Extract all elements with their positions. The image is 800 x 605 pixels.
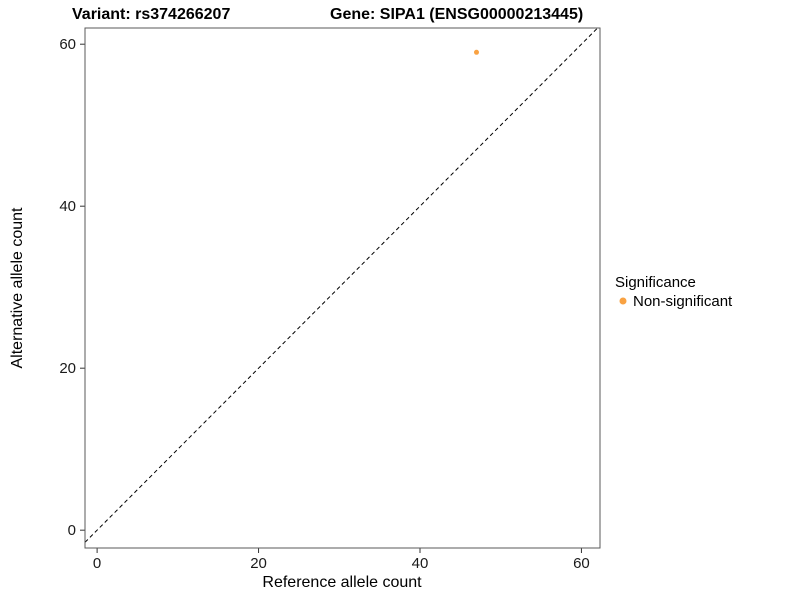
legend: Non-significant bbox=[619, 293, 733, 310]
y-tick-label: 20 bbox=[59, 360, 76, 377]
legend-entry-label: Non-significant bbox=[633, 293, 733, 310]
x-tick-label: 0 bbox=[93, 555, 101, 572]
x-tick-label: 20 bbox=[250, 555, 267, 572]
y-tick-label: 60 bbox=[59, 36, 76, 53]
x-axis-label: Reference allele count bbox=[262, 574, 422, 591]
plot-title-gene: Gene: SIPA1 (ENSG00000213445) bbox=[330, 6, 583, 23]
y-tick-label: 0 bbox=[68, 522, 76, 539]
x-tick-label: 40 bbox=[412, 555, 429, 572]
data-point bbox=[473, 49, 479, 55]
y-axis-label: Alternative allele count bbox=[9, 207, 26, 369]
identity-dashed-line bbox=[85, 28, 599, 543]
y-tick-label: 40 bbox=[59, 198, 76, 215]
plot-title-variant: Variant: rs374266207 bbox=[72, 6, 230, 23]
x-tick-label: 60 bbox=[573, 555, 590, 572]
plot-panel-border bbox=[84, 27, 601, 549]
legend-title: Significance bbox=[615, 274, 696, 291]
legend-key-dot bbox=[619, 297, 627, 305]
plot-content-layer: 0 20 40 60 0 20 40 60 bbox=[59, 28, 599, 572]
